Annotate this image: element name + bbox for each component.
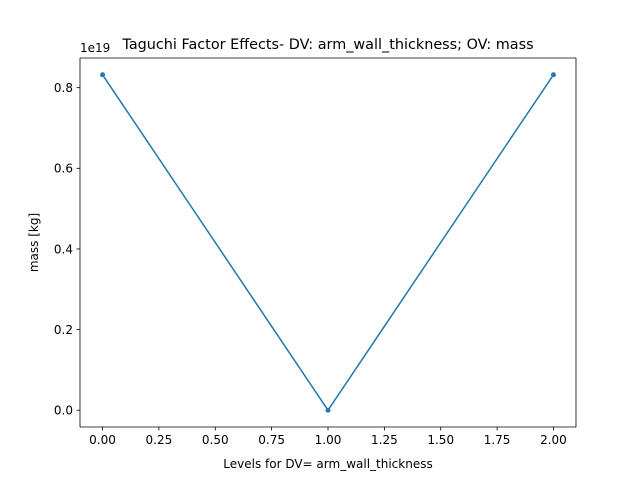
x-tick-label: 0.25 <box>146 433 173 447</box>
y-tick-label: 0.0 <box>54 404 73 418</box>
axes-layer: 0.00 0.25 0.50 0.75 1.00 1.25 1.50 1.75 2.00 0.0 0… <box>54 57 577 447</box>
y-tick-label: 0.4 <box>54 242 73 256</box>
y-axis-label: mass [kg] <box>27 213 41 272</box>
x-tick-label: 1.00 <box>315 433 342 447</box>
x-tick-label: 1.50 <box>427 433 454 447</box>
data-point <box>550 72 556 78</box>
data-point <box>100 72 106 78</box>
plot-area <box>80 58 576 427</box>
x-tick-label: 0.75 <box>258 433 285 447</box>
x-tick-label: 1.25 <box>371 433 398 447</box>
x-axis-label: Levels for DV= arm_wall_thickness <box>223 457 432 471</box>
series-layer <box>100 72 556 413</box>
x-tick-label: 1.75 <box>484 433 511 447</box>
y-scale-label: 1e19 <box>80 41 110 55</box>
y-tick-label: 0.2 <box>54 323 73 337</box>
x-tick-label: 0.00 <box>89 433 116 447</box>
x-tick-label: 0.50 <box>202 433 229 447</box>
x-tick-label: 2.00 <box>540 433 567 447</box>
chart-title: Taguchi Factor Effects- DV: arm_wall_thi… <box>121 37 533 53</box>
y-tick-label: 0.6 <box>54 162 73 176</box>
data-point <box>325 407 331 413</box>
y-tick-label: 0.8 <box>54 81 73 95</box>
